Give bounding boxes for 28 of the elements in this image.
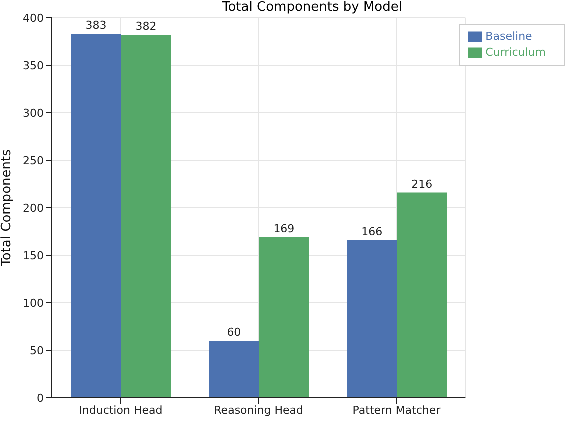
data-label: 166 <box>362 225 383 238</box>
x-tick-label: Induction Head <box>79 404 163 417</box>
y-axis-title: Total Components <box>0 149 15 268</box>
data-label: 169 <box>274 222 295 236</box>
bar <box>347 240 398 398</box>
chart-title: Total Components by Model <box>222 0 404 16</box>
data-label: 216 <box>412 178 433 191</box>
data-label: 382 <box>136 20 157 34</box>
x-tick-label: Pattern Matcher <box>352 404 442 417</box>
y-tick-label: 350 <box>23 59 44 72</box>
legend-label: Baseline <box>486 30 532 43</box>
y-tick-label: 200 <box>23 202 44 215</box>
bar <box>71 34 122 398</box>
y-tick-label: 100 <box>23 296 44 310</box>
x-tick-label: Reasoning Head <box>214 404 304 417</box>
bar <box>259 237 310 398</box>
data-label: 60 <box>227 326 242 339</box>
y-tick-label: 50 <box>30 344 44 358</box>
y-tick-label: 250 <box>23 154 44 168</box>
bar <box>121 35 172 398</box>
y-tick-label: 300 <box>23 106 44 120</box>
data-label: 383 <box>86 19 107 32</box>
y-tick-label: 400 <box>23 12 44 25</box>
legend-label: Curriculum <box>486 46 546 59</box>
y-tick-label: 0 <box>37 392 44 405</box>
y-tick-label: 150 <box>23 249 44 262</box>
bar <box>209 341 260 398</box>
bar <box>397 192 448 398</box>
